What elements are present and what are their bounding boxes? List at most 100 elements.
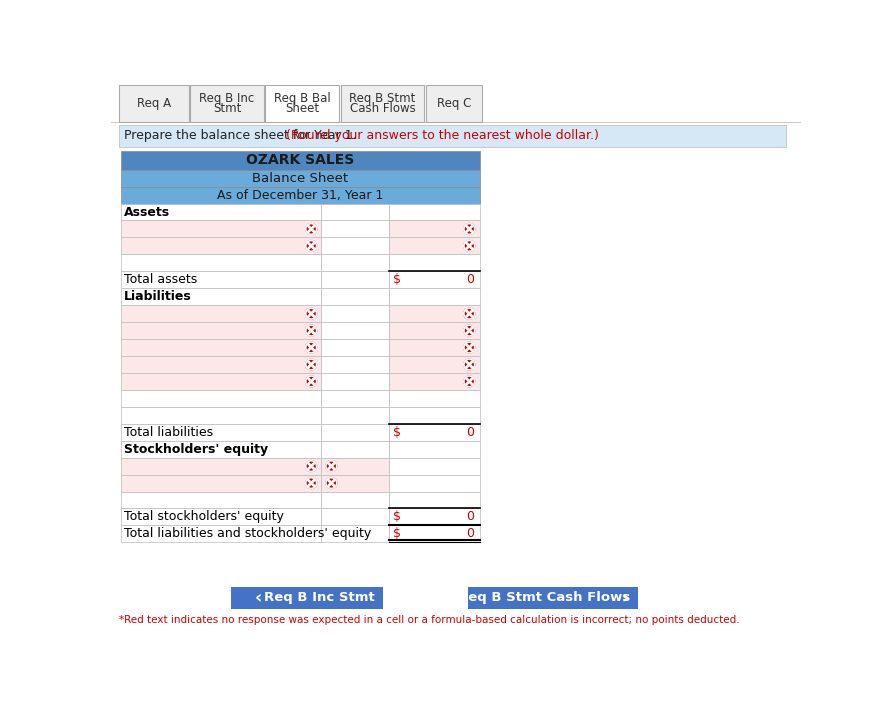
- Text: Total assets: Total assets: [124, 273, 197, 286]
- Circle shape: [306, 241, 317, 251]
- Bar: [389, 373, 480, 390]
- Circle shape: [464, 359, 474, 370]
- Text: $: $: [393, 527, 401, 540]
- Bar: [265, 85, 339, 122]
- Bar: [119, 85, 189, 122]
- Bar: [120, 203, 320, 220]
- Bar: [120, 457, 320, 474]
- Bar: [120, 356, 320, 373]
- Bar: [120, 440, 320, 457]
- Text: $: $: [393, 273, 401, 286]
- Bar: [426, 85, 481, 122]
- Text: Total liabilities: Total liabilities: [124, 426, 213, 439]
- Bar: [120, 152, 480, 170]
- Bar: [389, 339, 480, 356]
- Text: Assets: Assets: [124, 205, 170, 219]
- Text: Liabilities: Liabilities: [124, 290, 191, 303]
- Text: Req A: Req A: [137, 97, 171, 110]
- Bar: [320, 491, 389, 508]
- Bar: [389, 356, 480, 373]
- Text: ›: ›: [621, 589, 628, 607]
- Circle shape: [464, 224, 474, 234]
- Bar: [120, 525, 320, 542]
- Circle shape: [464, 325, 474, 336]
- Bar: [320, 390, 389, 407]
- Bar: [389, 525, 480, 542]
- Bar: [320, 339, 389, 356]
- Circle shape: [306, 478, 317, 489]
- Bar: [120, 373, 320, 390]
- Bar: [389, 322, 480, 339]
- Bar: [120, 237, 320, 254]
- Bar: [389, 305, 480, 322]
- Bar: [389, 203, 480, 220]
- Text: *Red text indicates no response was expected in a cell or a formula-based calcul: *Red text indicates no response was expe…: [119, 615, 740, 625]
- Circle shape: [464, 376, 474, 387]
- Text: Balance Sheet: Balance Sheet: [252, 171, 348, 185]
- Text: Sheet: Sheet: [285, 103, 320, 115]
- Circle shape: [306, 359, 317, 370]
- Bar: [320, 271, 389, 288]
- Circle shape: [326, 478, 336, 489]
- Circle shape: [464, 241, 474, 251]
- Bar: [120, 390, 320, 407]
- Text: 0: 0: [466, 273, 474, 286]
- Bar: [389, 407, 480, 424]
- Bar: [190, 85, 264, 122]
- Bar: [120, 322, 320, 339]
- Bar: [120, 271, 320, 288]
- Text: Stmt: Stmt: [213, 103, 241, 115]
- Bar: [389, 491, 480, 508]
- Bar: [266, 120, 338, 122]
- Bar: [389, 457, 480, 474]
- Bar: [120, 474, 320, 491]
- Bar: [120, 187, 480, 203]
- Text: $: $: [393, 510, 401, 523]
- Circle shape: [306, 461, 317, 472]
- Text: (Round your answers to the nearest whole dollar.): (Round your answers to the nearest whole…: [286, 130, 598, 142]
- Text: As of December 31, Year 1: As of December 31, Year 1: [217, 188, 384, 202]
- Bar: [320, 474, 389, 491]
- Bar: [320, 373, 389, 390]
- Text: Prepare the balance sheet for Year 1.: Prepare the balance sheet for Year 1.: [124, 130, 360, 142]
- Bar: [120, 305, 320, 322]
- Bar: [320, 203, 389, 220]
- Bar: [389, 237, 480, 254]
- Bar: [389, 474, 480, 491]
- Circle shape: [306, 325, 317, 336]
- Bar: [468, 587, 638, 609]
- Bar: [320, 237, 389, 254]
- Text: Req B Inc: Req B Inc: [199, 91, 255, 105]
- Text: Req C: Req C: [437, 97, 471, 110]
- Bar: [320, 322, 389, 339]
- Circle shape: [464, 308, 474, 319]
- Bar: [320, 508, 389, 525]
- Bar: [389, 508, 480, 525]
- Bar: [320, 424, 389, 440]
- Text: Stockholders' equity: Stockholders' equity: [124, 442, 268, 456]
- Bar: [320, 220, 389, 237]
- Bar: [389, 440, 480, 457]
- Bar: [320, 407, 389, 424]
- Bar: [120, 491, 320, 508]
- Bar: [320, 440, 389, 457]
- Text: OZARK SALES: OZARK SALES: [247, 154, 354, 167]
- Text: Total stockholders' equity: Total stockholders' equity: [124, 510, 284, 523]
- Bar: [389, 254, 480, 271]
- Bar: [320, 254, 389, 271]
- Bar: [389, 220, 480, 237]
- Text: Req B Inc Stmt: Req B Inc Stmt: [263, 591, 375, 605]
- Bar: [320, 457, 389, 474]
- Circle shape: [306, 224, 317, 234]
- Text: 0: 0: [466, 426, 474, 439]
- Bar: [120, 424, 320, 440]
- Text: Req B Bal: Req B Bal: [274, 91, 331, 105]
- Circle shape: [464, 342, 474, 353]
- Circle shape: [326, 461, 336, 472]
- Bar: [320, 305, 389, 322]
- Circle shape: [306, 308, 317, 319]
- Text: Req B Stmt: Req B Stmt: [349, 91, 416, 105]
- Text: 0: 0: [466, 510, 474, 523]
- Bar: [389, 390, 480, 407]
- Text: ‹: ‹: [255, 589, 263, 607]
